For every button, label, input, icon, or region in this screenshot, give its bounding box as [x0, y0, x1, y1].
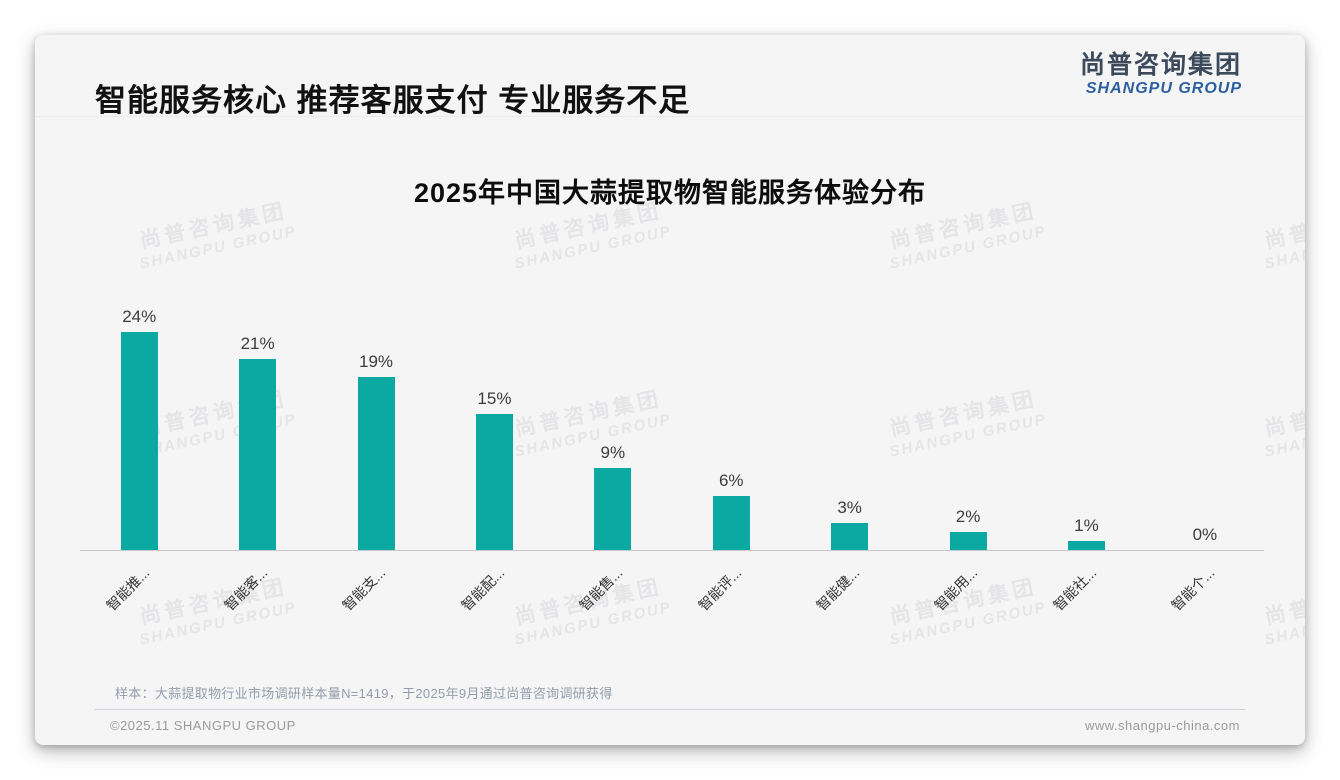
bar-group: 15% — [435, 266, 553, 550]
watermark-english: SHANGPU GROUP — [1263, 223, 1305, 273]
x-axis-label: 智能个... — [1168, 564, 1218, 614]
bar-value-label: 9% — [600, 442, 626, 462]
bar — [120, 332, 158, 550]
x-axis-label: 智能支... — [339, 564, 389, 614]
bar-group: 1% — [1027, 266, 1145, 550]
bar-value-label: 6% — [718, 470, 744, 490]
bar-group: 2% — [909, 266, 1027, 550]
x-axis-label: 智能用... — [931, 564, 981, 614]
bar — [1067, 541, 1105, 550]
x-axis-label-cell: 智能个... — [1146, 551, 1264, 646]
bar-group: 9% — [554, 266, 672, 550]
bar — [712, 496, 750, 550]
bar — [831, 523, 869, 550]
x-axis-label: 智能配... — [457, 564, 508, 614]
x-axis-label: 智能客... — [221, 564, 271, 614]
bar-group: 6% — [672, 266, 790, 550]
x-axis-label-cell: 智能社... — [1027, 551, 1145, 646]
bar-group: 3% — [790, 266, 908, 550]
x-axis-label-cell: 智能支... — [317, 551, 435, 646]
bar-group: 21% — [198, 266, 316, 550]
bar-value-label: 15% — [477, 388, 512, 408]
x-axis-label-cell: 智能配... — [435, 551, 553, 646]
bar-value-label: 0% — [1192, 524, 1218, 544]
bar-group: 19% — [317, 266, 435, 550]
x-axis-label-cell: 智能用... — [909, 551, 1027, 646]
watermark-english: SHANGPU GROUP — [1263, 599, 1305, 649]
x-axis-label-cell: 智能推... — [80, 551, 198, 646]
x-axis-label: 智能评... — [694, 564, 744, 614]
footer-divider — [95, 709, 1245, 710]
bar-value-label: 24% — [122, 306, 157, 326]
company-logo-chinese: 尚普咨询集团 — [1079, 51, 1242, 79]
bar-group: 24% — [80, 266, 198, 550]
bar-value-label: 21% — [240, 333, 275, 353]
bar — [594, 468, 632, 550]
bar — [949, 532, 987, 550]
bar-group: 0% — [1146, 266, 1264, 550]
bar-value-label: 3% — [837, 497, 862, 517]
copyright-text: ©2025.11 SHANGPU GROUP — [110, 718, 296, 733]
website-url: www.shangpu-china.com — [1084, 718, 1240, 733]
x-axis-label-cell: 智能客... — [198, 551, 316, 646]
bar — [475, 414, 513, 550]
x-axis-labels: 智能推... 智能客... 智能支... 智能配... 智能售... 智能评... 智能健.… — [80, 551, 1264, 646]
x-axis-label-cell: 智能售... — [554, 551, 672, 646]
x-axis-label: 智能推... — [102, 564, 152, 614]
sample-note: 样本：大蒜提取物行业市场调研样本量N=1419，于2025年9月通过尚普咨询调研… — [115, 686, 613, 701]
watermark-english: SHANGPU GROUP — [1263, 411, 1305, 461]
company-logo-english: SHANGPU GROUP — [1085, 79, 1242, 97]
report-slide: 尚普咨询集团 SHANGPU GROUP 尚普咨询集团 SHANGPU GROUP 尚普… — [35, 35, 1305, 745]
bar-chart-plot-area: 24% 21% 19% 15% 9% 6% 3% 2% 1% 0% — [80, 266, 1264, 551]
bar-value-label: 2% — [955, 506, 981, 526]
x-axis-label-cell: 智能健... — [790, 551, 908, 646]
x-axis-label-cell: 智能评... — [672, 551, 790, 646]
bar-value-label: 19% — [359, 351, 394, 371]
page-title: 智能服务核心 推荐客服支付 专业服务不足 — [95, 83, 691, 118]
x-axis-label: 智能社... — [1049, 564, 1100, 614]
x-axis-label: 智能售... — [576, 564, 626, 614]
bar — [357, 377, 395, 550]
x-axis-label: 智能健... — [813, 564, 863, 614]
company-logo: 尚普咨询集团 SHANGPU GROUP — [1079, 51, 1242, 98]
bar — [239, 359, 277, 550]
bar-value-label: 1% — [1074, 515, 1099, 535]
header-divider — [35, 116, 1305, 117]
chart-title: 2025年中国大蒜提取物智能服务体验分布 — [413, 178, 927, 208]
